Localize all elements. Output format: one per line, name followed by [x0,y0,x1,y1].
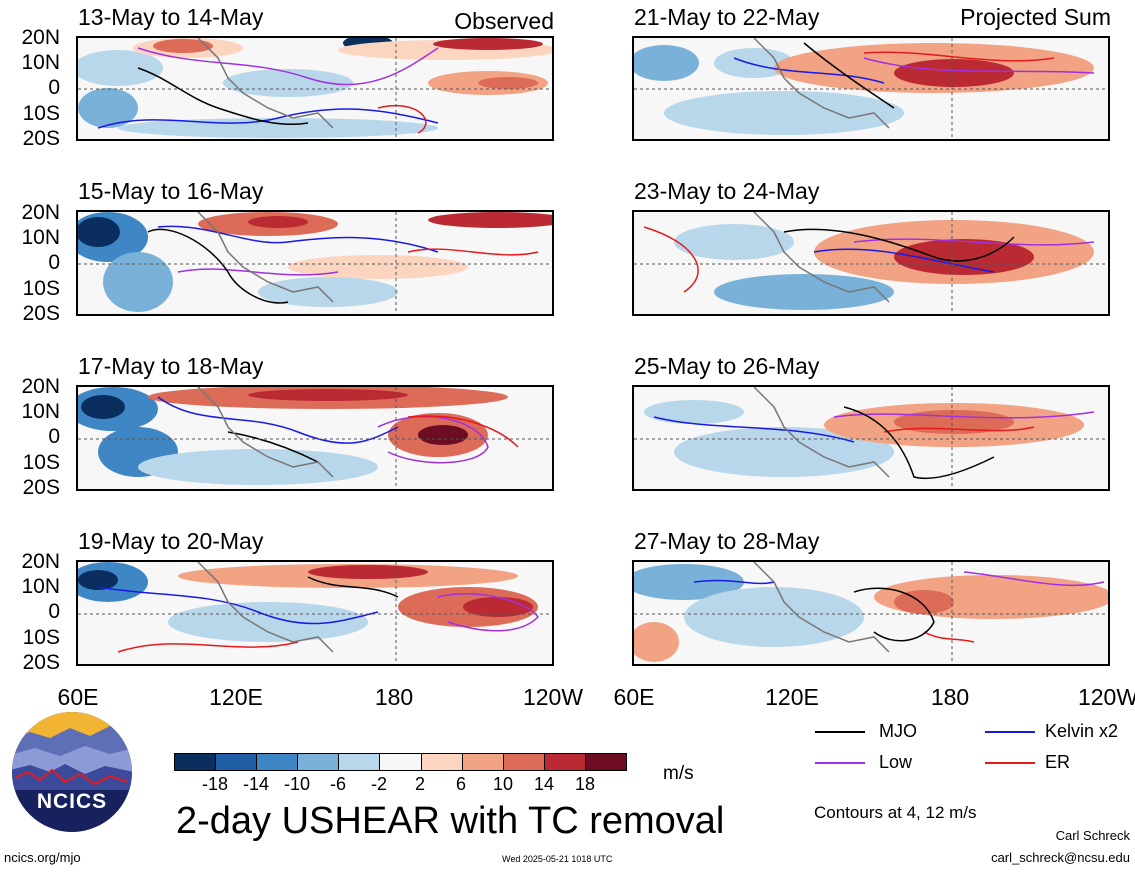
legend-label-mjo: MJO [879,721,917,741]
lon-label: 120W [1077,684,1135,710]
shear-map [634,387,1108,489]
lat-label: 20S [22,302,60,325]
lon-label: 60E [57,684,99,710]
observed-label: Observed [454,8,554,34]
legend-line-kelvin [985,731,1035,733]
shear-map [634,38,1108,139]
shear-map [78,562,552,664]
legend-label-er: ER [1045,752,1071,772]
panel-title: 25-May to 26-May [634,353,820,379]
colorbar-tick: -2 [370,774,388,794]
legend-line-low [815,762,865,764]
colorbar-tick: -14 [242,774,270,794]
lat-label: 0 [48,425,60,448]
legend-line-mjo [815,731,865,733]
footer-author: Carl Schreck [1055,828,1130,843]
colorbar-swatch [298,754,340,770]
panel-title: 13-May to 14-May [78,4,264,30]
lat-label: 20S [22,127,60,150]
shear-map [634,212,1108,314]
lat-label: 10N [21,575,60,598]
ncics-logo-graphic [12,712,132,832]
shear-map [78,38,552,139]
panel-title: 17-May to 18-May [78,353,264,379]
colorbar-tick: 2 [414,774,426,794]
colorbar [174,753,627,771]
lon-label: 120E [209,684,263,710]
legend-label-low: Low [879,752,913,772]
lon-label: 120E [765,684,819,710]
lat-label: 20N [21,201,60,224]
colorbar-swatch [503,754,545,770]
legend-line-er [985,762,1035,764]
colorbar-tick: -10 [283,774,311,794]
colorbar-unit: m/s [663,763,694,784]
legend-label-kelvin: Kelvin x2 [1045,721,1119,741]
lat-label: 0 [48,76,60,99]
colorbar-swatch [339,754,381,770]
colorbar-swatch [216,754,258,770]
contours-note: Contours at 4, 12 m/s [814,803,977,822]
lat-label: 0 [48,251,60,274]
colorbar-tick: 14 [533,774,555,794]
colorbar-swatch [257,754,299,770]
lat-label: 10S [22,451,60,474]
colorbar-tick: -6 [329,774,347,794]
panel-title: 15-May to 16-May [78,178,264,204]
lat-label: 10N [21,400,60,423]
lon-label: 120W [522,684,584,710]
ncics-logo: NCICS [10,710,134,834]
footer-email[interactable]: carl_schreck@ncsu.edu [991,850,1130,865]
colorbar-swatch [544,754,586,770]
lat-label: 0 [48,600,60,623]
panel-title: 23-May to 24-May [634,178,820,204]
footer-url[interactable]: ncics.org/mjo [4,850,81,865]
map-panel-21-may [632,36,1110,141]
lat-label: 20S [22,651,60,674]
map-panel-23-may [632,210,1110,316]
colorbar-swatch [585,754,627,770]
projected-sum-label: Projected Sum [960,4,1111,30]
colorbar-tick: -18 [201,774,229,794]
lat-label: 10S [22,277,60,300]
map-panel-17-may [76,385,554,491]
map-panel-27-may [632,560,1110,666]
shear-map [78,212,552,314]
map-panel-19-may [76,560,554,666]
lat-label: 20N [21,375,60,398]
colorbar-tick: 18 [574,774,596,794]
panel-title: 27-May to 28-May [634,528,820,554]
footer-timestamp: Wed 2025-05-21 1018 UTC [502,854,613,864]
colorbar-swatch [462,754,504,770]
lon-label: 180 [374,684,414,710]
map-panel-25-may [632,385,1110,491]
shear-map [634,562,1108,664]
colorbar-swatch [380,754,422,770]
colorbar-tick: 6 [455,774,467,794]
shear-map [78,387,552,489]
lat-label: 10S [22,102,60,125]
lat-label: 20S [22,476,60,499]
lon-label: 60E [613,684,655,710]
lat-label: 10S [22,626,60,649]
map-panel-13-may [76,36,554,141]
lon-label: 180 [930,684,970,710]
colorbar-swatch [175,754,217,770]
lat-label: 20N [21,550,60,573]
lat-label: 10N [21,51,60,74]
logo-text: NCICS [36,790,108,813]
panel-title: 19-May to 20-May [78,528,264,554]
colorbar-swatch [421,754,463,770]
colorbar-tick: 10 [492,774,514,794]
lat-label: 10N [21,226,60,249]
main-title: 2-day USHEAR with TC removal [176,800,725,842]
lat-label: 20N [21,26,60,49]
map-panel-15-may [76,210,554,316]
panel-title: 21-May to 22-May [634,4,820,30]
